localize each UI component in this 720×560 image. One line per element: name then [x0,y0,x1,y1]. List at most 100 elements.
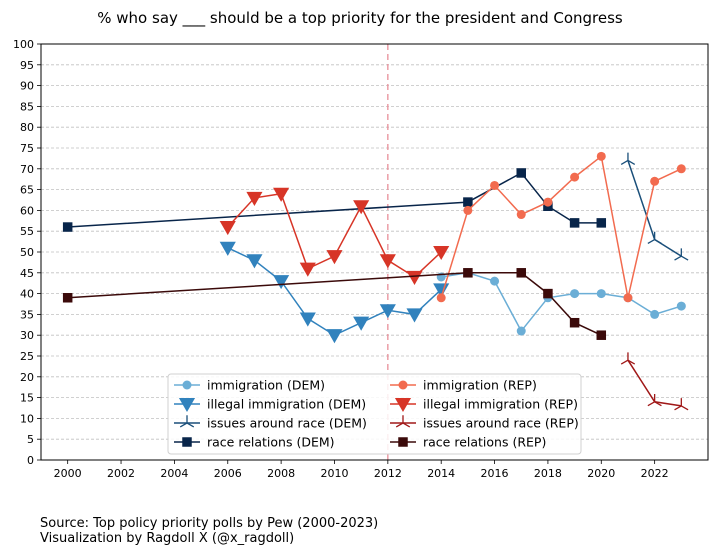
series-layer [62,151,689,411]
data-point [463,197,473,207]
legend-label: issues around race (DEM) [207,416,367,431]
legend-label: illegal immigration (DEM) [207,397,366,412]
y-tick-label: 35 [20,308,34,321]
data-point [326,250,343,265]
y-tick-label: 80 [20,121,34,134]
x-tick-label: 2010 [320,467,348,480]
data-point [353,200,370,215]
data-point [569,317,580,328]
series-line [627,160,682,257]
y-tick-label: 75 [20,142,34,155]
chart-title: % who say ___ should be a top priority f… [97,9,623,27]
y-tick-label: 10 [20,412,34,425]
data-point [596,218,607,228]
series-line [441,272,682,333]
line-chart: 0 5 10 15 20 25 30 35 40 45 50 55 60 65 70 75 80 85 90 95 10… [13,38,709,480]
x-tick-label: 2022 [641,467,669,480]
series-6 [620,352,689,411]
data-point [596,151,606,161]
legend-marker [398,380,408,390]
series-2 [620,152,689,261]
data-point [379,254,396,269]
data-point [463,205,473,215]
y-tick-label: 5 [27,433,34,446]
data-point [433,245,450,261]
data-point [543,197,553,207]
data-point [647,393,662,407]
data-point [620,152,636,165]
credit-note: Visualization by Ragdoll X (@x_ragdoll) [40,531,295,546]
data-point [516,168,526,178]
y-tick-label: 45 [20,267,34,280]
data-point [490,180,500,190]
data-point [596,330,607,340]
data-point [463,268,473,278]
data-point [353,316,370,331]
y-tick-label: 60 [20,204,34,217]
data-point [543,288,553,299]
x-tick-label: 2012 [374,467,402,480]
series-4 [436,151,686,303]
y-tick-label: 0 [27,454,34,467]
legend-label: immigration (DEM) [207,378,325,393]
x-tick-label: 2000 [54,467,82,480]
data-point [650,309,660,319]
data-point [674,248,689,261]
series-line [67,272,602,336]
x-tick-label: 2006 [214,467,242,480]
data-point [406,270,423,286]
legend-label: immigration (REP) [423,378,537,393]
data-point [676,301,686,311]
legend-marker [394,397,412,413]
source-note: Source: Top policy priority polls by Pew… [40,516,379,531]
legend-label: race relations (DEM) [207,435,335,450]
data-point [569,218,580,228]
series-7 [62,268,607,340]
data-point [620,352,636,365]
y-tick-label: 55 [20,225,34,238]
series-line [440,154,682,298]
data-point [674,398,689,411]
y-tick-label: 65 [20,184,34,197]
tick-layer: 0 5 10 15 20 25 30 35 40 45 50 55 60 65 70 75 80 85 90 95 10… [13,38,669,480]
legend-label: race relations (REP) [423,435,546,450]
y-tick-label: 30 [20,329,34,342]
y-tick-label: 70 [20,163,34,176]
grid-layer [41,43,708,461]
y-tick-label: 95 [20,59,34,72]
legend-marker [182,380,192,390]
x-tick-label: 2016 [481,467,509,480]
data-point [516,326,526,336]
data-point [570,172,580,182]
data-point [273,275,290,290]
data-point [516,210,526,220]
data-point [516,268,526,278]
data-point [406,308,423,323]
legend: immigration (DEM) illegal immigration (DE… [167,373,582,455]
legend-marker [398,437,408,447]
legend-label: illegal immigration (REP) [423,397,578,412]
data-point [570,289,580,299]
y-tick-label: 25 [20,350,34,363]
data-point [326,329,343,344]
x-tick-label: 2020 [587,467,615,480]
y-tick-label: 100 [13,38,34,51]
data-point [650,176,660,186]
data-point [299,262,316,277]
data-point [219,220,236,236]
data-point [273,187,290,202]
legend-box [167,373,582,455]
series-0 [436,268,686,336]
data-point [62,293,73,303]
x-tick-label: 2002 [107,467,135,480]
data-point [623,293,633,303]
legend-marker [182,437,192,447]
series-5 [219,187,450,286]
x-tick-label: 2018 [534,467,562,480]
series-3 [62,168,607,232]
legend-marker [178,397,196,413]
y-tick-label: 85 [20,100,34,113]
series-1 [219,241,450,344]
data-point [647,231,662,244]
legend-marker [179,415,195,428]
